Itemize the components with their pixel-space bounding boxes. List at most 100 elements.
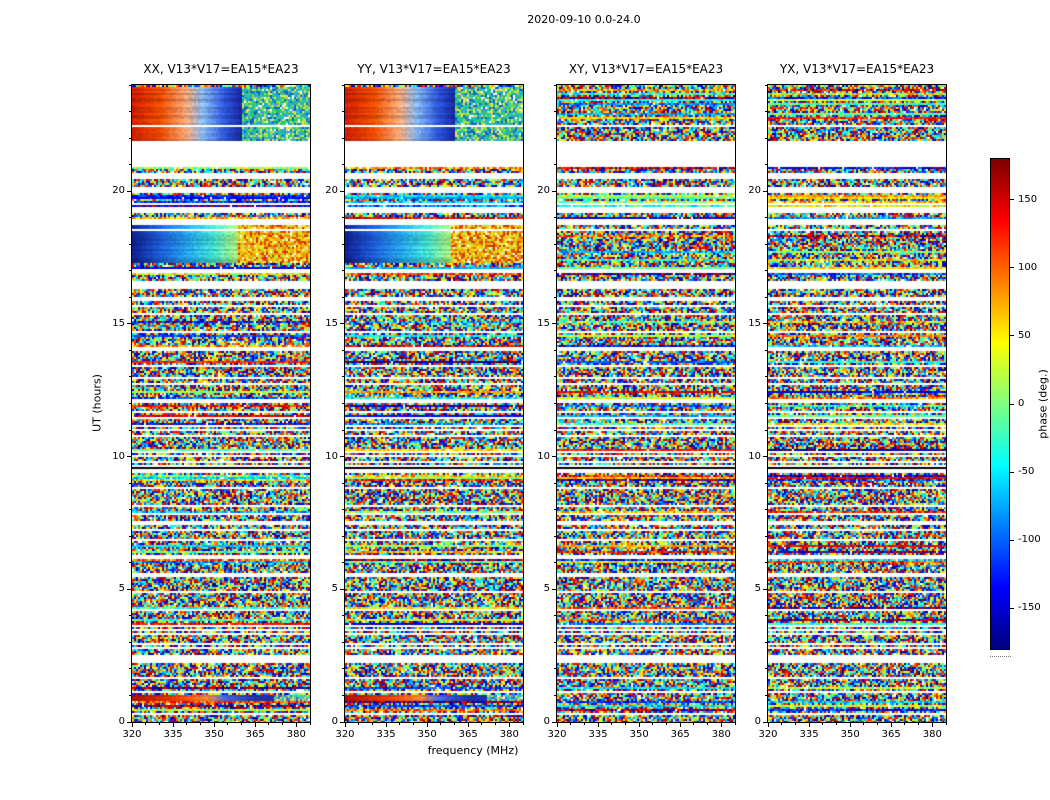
y-tick-mark [340,190,344,192]
x-tick-mark [467,723,469,727]
y-tick-mark [127,190,131,192]
y-tick-label: 15 [748,317,761,329]
x-tick-mark [213,723,215,727]
y-minor-tick-mark [342,615,344,617]
x-tick-mark [131,723,133,727]
y-minor-tick-mark [554,509,556,511]
x-tick-label: 335 [163,729,183,740]
x-minor-tick-mark [794,723,796,725]
y-tick-label: 0 [543,716,550,727]
y-minor-tick-mark [342,376,344,378]
y-minor-tick-mark [765,164,767,166]
x-minor-tick-mark [186,723,188,725]
y-minor-tick-mark [765,403,767,404]
y-minor-tick-mark [554,296,556,298]
colorbar-tick-mark [1010,539,1014,541]
y-tick-label: 15 [112,317,125,329]
x-tick-mark [890,723,892,727]
x-tick-mark [295,723,297,727]
y-tick-mark [340,721,344,723]
x-tick-mark [679,723,681,727]
colorbar-tick-label: 0 [1018,398,1025,409]
x-minor-tick-mark [522,723,524,725]
y-tick-label: 5 [754,583,761,595]
y-minor-tick-mark [342,429,344,431]
y-minor-tick-mark [554,84,556,86]
x-tick-label: 365 [245,729,265,740]
x-minor-tick-mark [734,723,736,725]
y-minor-tick-mark [765,482,767,484]
y-minor-tick-mark [129,694,131,696]
panel-title-xx: XX, V13*V17=EA15*EA23 [143,62,299,76]
y-tick-label: 20 [748,185,761,197]
y-minor-tick-mark [342,217,344,219]
y-tick-mark [552,721,556,723]
y-minor-tick-mark [554,376,556,378]
y-minor-tick-mark [554,668,556,670]
y-minor-tick-mark [765,376,767,378]
y-tick-label: 10 [537,450,550,462]
x-tick-mark [508,723,510,727]
heatmap-panel-yy: YY, V13*V17=EA15*EA23 0 5 10 15 20 320 335 350 3… [325,62,524,740]
x-tick-label: 380 [499,729,519,740]
y-minor-tick-mark [554,243,556,245]
x-tick-label: 335 [588,729,608,740]
y-tick-label: 15 [325,317,338,329]
x-minor-tick-mark [358,723,360,725]
x-minor-tick-mark [918,723,920,725]
y-minor-tick-mark [342,270,344,272]
x-tick-mark [931,723,933,727]
y-minor-tick-mark [554,111,556,113]
y-tick-label: 5 [543,583,550,595]
x-minor-tick-mark [693,723,695,725]
x-minor-tick-mark [158,723,160,725]
x-tick-mark [720,723,722,727]
colorbar-tick-mark [1010,607,1014,609]
y-minor-tick-mark [129,535,131,537]
y-minor-tick-mark [554,694,556,696]
x-minor-tick-mark [945,723,947,725]
y-minor-tick-mark [129,270,131,272]
colorbar-extend-dashes [990,656,1011,657]
x-tick-mark [254,723,256,727]
figure-title: 2020-09-10 0.0-24.0 [527,13,641,26]
x-minor-tick-mark [863,723,865,725]
x-minor-tick-mark [309,723,311,725]
y-minor-tick-mark [342,535,344,537]
colorbar-tick-mark [1010,267,1014,269]
y-tick-label: 0 [118,716,125,727]
y-tick-label: 0 [754,716,761,727]
y-minor-tick-mark [129,641,131,643]
heatmap-canvas-yx [768,85,946,722]
y-minor-tick-mark [342,694,344,696]
y-minor-tick-mark [554,429,556,431]
y-tick-label: 0 [331,716,338,727]
colorbar-tick-mark [1010,199,1014,201]
x-tick-label: 380 [922,729,942,740]
y-minor-tick-mark [342,84,344,86]
y-tick-mark [763,190,767,192]
x-tick-mark [385,723,387,727]
x-minor-tick-mark [440,723,442,725]
y-minor-tick-mark [554,641,556,643]
colorbar-label: phase (deg.) [1036,369,1050,439]
x-minor-tick-mark [371,723,373,725]
x-minor-tick-mark [877,723,879,725]
y-minor-tick-mark [765,296,767,298]
x-tick-mark [638,723,640,727]
y-tick-mark [340,456,344,458]
y-minor-tick-mark [554,164,556,166]
y-minor-tick-mark [342,668,344,670]
colorbar-tick-mark [1010,471,1014,473]
x-tick-label: 380 [711,729,731,740]
y-tick-mark [763,323,767,325]
y-minor-tick-mark [765,111,767,113]
colorbar-tick-label: 50 [1018,329,1031,341]
y-tick-mark [552,323,556,325]
x-minor-tick-mark [454,723,456,725]
x-minor-tick-mark [611,723,613,725]
colorbar-tick-label: -100 [1018,534,1041,546]
y-tick-mark [552,190,556,192]
y-minor-tick-mark [765,535,767,537]
x-minor-tick-mark [268,723,270,725]
